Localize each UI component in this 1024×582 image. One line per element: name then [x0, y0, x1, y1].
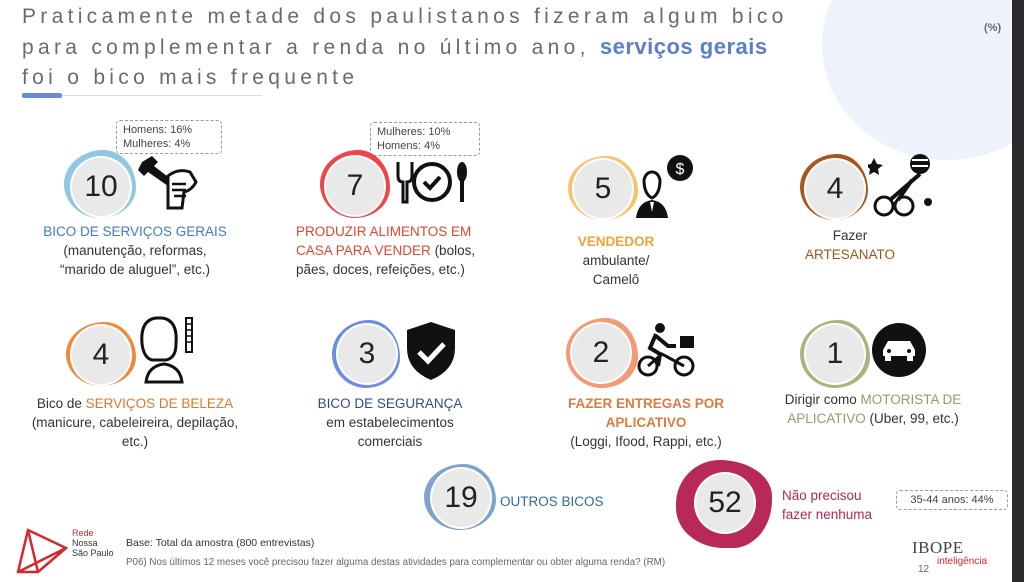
craft-yarn-icon [868, 154, 932, 217]
gender-callout-2: Mulheres: 10% Homens: 4% [370, 122, 480, 156]
value-badge-1: 10 [72, 158, 130, 216]
label-4: Fazer ARTESANATO [804, 228, 896, 262]
unit-label: (%) [984, 22, 1002, 34]
svg-text:$: $ [676, 161, 685, 178]
wrench-hand-icon [138, 156, 198, 210]
age-callout: 35-44 anos: 44% [896, 490, 1008, 510]
label-10: Não precisou fazer nenhuma [782, 488, 873, 522]
plate-cutlery-icon [396, 162, 467, 204]
rede-nossa-sao-paulo-text: Rede Nossa São Paulo [72, 528, 114, 558]
title-highlight: serviços gerais [599, 34, 768, 59]
security-shield-icon [407, 322, 455, 380]
question-note: P06) Nos últimos 12 meses você precisou … [126, 557, 666, 568]
rede-nossa-sao-paulo-logo [16, 528, 69, 574]
value-badge-5: 4 [72, 326, 130, 384]
label-8: Dirigir como MOTORISTA DE APLICATIVO (Ub… [784, 392, 962, 426]
delivery-bike-icon [637, 323, 695, 377]
label-2: PRODUZIR ALIMENTOS EM CASA PARA VENDER (… [296, 224, 476, 277]
label-7: FAZER ENTREGAS POR APLICATIVO (Loggi, If… [567, 396, 724, 449]
hairdresser-icon [140, 316, 193, 384]
gender-callout-1: Homens: 16% Mulheres: 4% [116, 120, 222, 154]
title-underline [22, 95, 262, 96]
value-badge-9: 19 [432, 469, 490, 527]
label-6: BICO DE SEGURANÇA em estabelecimentos co… [317, 396, 463, 449]
title-underline-accent [22, 93, 62, 98]
label-9: OUTROS BICOS [500, 494, 604, 509]
label-1: BICO DE SERVIÇOS GERAIS (manutenção, ref… [43, 224, 227, 277]
car-icon [872, 323, 926, 377]
ibope-logo-subtitle: inteligência [937, 556, 988, 567]
base-note: Base: Total da amostra (800 entrevistas) [126, 537, 315, 549]
value-badge-8: 1 [806, 325, 864, 383]
value-badge-6: 3 [338, 325, 396, 383]
label-5: Bico de SERVIÇOS DE BELEZA (manicure, ca… [31, 396, 239, 449]
salesman-dollar-icon: $ [636, 155, 693, 218]
title-line-3: foi o bico mais frequente [22, 66, 359, 89]
value-badge-3: 5 [574, 160, 632, 218]
label-3: VENDEDOR ambulante/ Camelô [577, 234, 655, 287]
value-badge-2: 7 [326, 157, 384, 215]
page-number: 12 [918, 564, 930, 575]
value-badge-4: 4 [806, 160, 864, 218]
value-badge-10: 52 [696, 474, 754, 532]
title-line-2: para complementar a renda no último ano, [22, 36, 590, 59]
title-line-1: Praticamente metade dos paulistanos fize… [22, 5, 788, 28]
slide-title: Praticamente metade dos paulistanos fize… [22, 2, 842, 93]
value-badge-7: 2 [572, 324, 630, 382]
ibope-logo: IBOPE [912, 538, 964, 557]
